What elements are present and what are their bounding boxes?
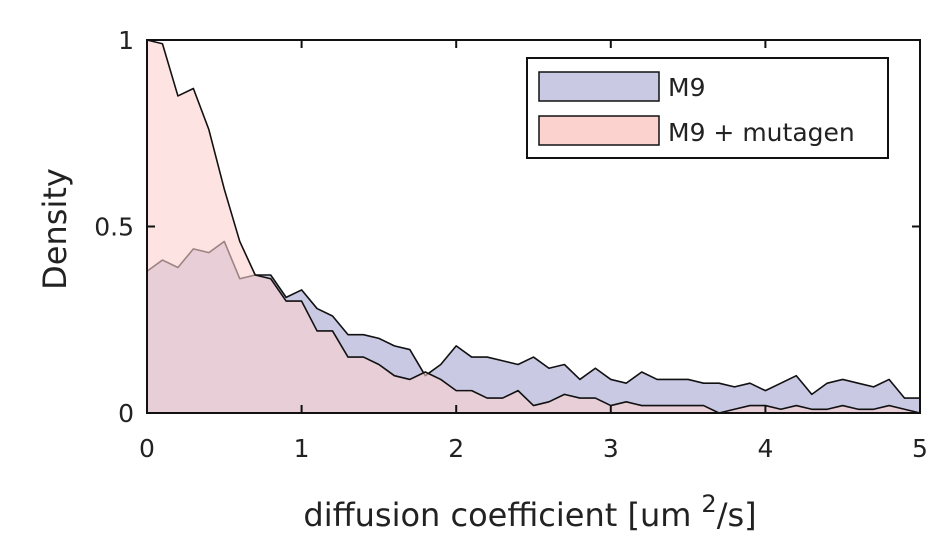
x-tick-label: 4 <box>757 434 773 463</box>
x-tick-label: 0 <box>139 434 155 463</box>
y-axis-label: Density <box>36 168 74 290</box>
x-tick-label: 3 <box>603 434 619 463</box>
x-tick-label: 1 <box>294 434 310 463</box>
series-layer <box>146 39 921 414</box>
x-axis-label-superscript: 2 <box>701 490 716 518</box>
legend-label-m9: M9 <box>668 73 705 102</box>
series-line-m9-mutagen <box>146 39 921 414</box>
series-line-m9 <box>146 240 920 399</box>
x-tick-label: 2 <box>448 434 464 463</box>
x-axis-label-suffix: /s] <box>717 496 757 534</box>
legend: M9 M9 + mutagen <box>526 57 889 159</box>
series-area-m9-mutagen <box>147 40 920 413</box>
x-axis-label: diffusion coefficient [um 2/s] <box>303 490 756 534</box>
y-tick-label: 0.5 <box>94 213 134 242</box>
y-tick-label: 0 <box>118 399 134 428</box>
y-tick-label: 1 <box>118 26 134 55</box>
x-tick-label: 5 <box>912 434 928 463</box>
legend-label-m9-mutagen: M9 + mutagen <box>668 118 855 147</box>
legend-swatch-m9 <box>538 71 660 102</box>
tick-layer: 0 1 2 3 4 5 0 0.5 1 <box>94 26 928 463</box>
legend-swatch-m9-mutagen <box>538 115 660 146</box>
